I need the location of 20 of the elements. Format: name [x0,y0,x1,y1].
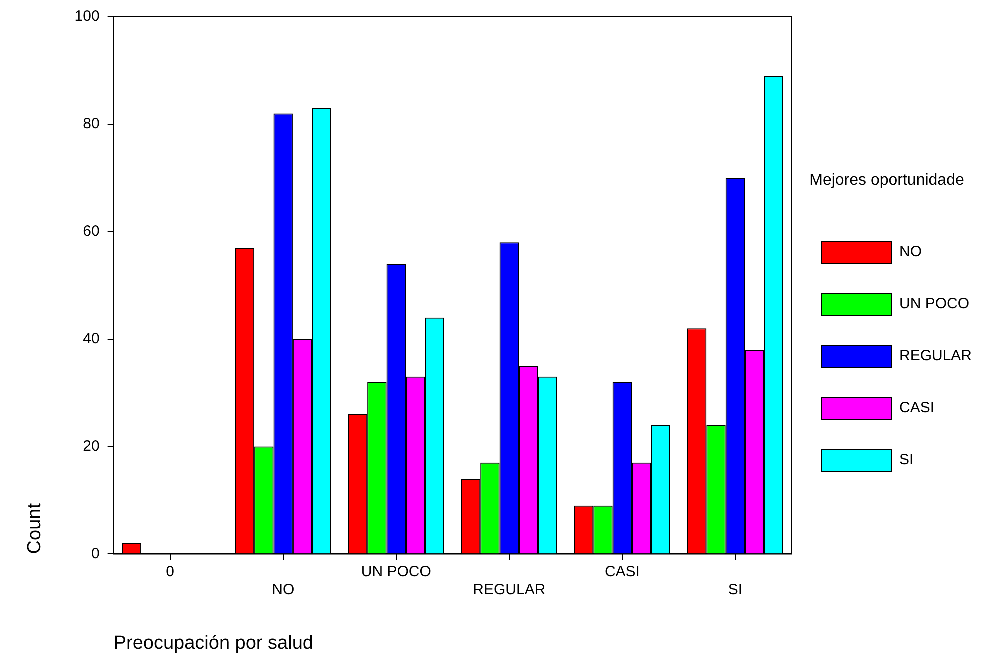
legend-label: UN POCO [899,296,970,313]
legend-label: NO [899,244,922,261]
y-tick-label: 40 [83,330,100,348]
legend-label: SI [899,452,914,469]
y-tick-label: 80 [83,116,100,133]
y-tick-label: 60 [83,223,100,240]
legend-label: REGULAR [899,348,972,365]
x-tick-label: 0 [166,563,175,580]
x-tick-label: SI [728,581,743,598]
x-tick-label: NO [272,581,295,598]
x-tick-label: UN POCO [361,563,432,580]
legend-title: Mejores oportunidade [810,172,964,189]
y-tick-label: 0 [91,545,100,562]
y-axis-title: Count [24,502,46,554]
x-tick-label: REGULAR [473,581,546,598]
y-tick-label: 20 [83,438,100,455]
x-axis-title: Preocupación por salud [114,632,314,654]
legend-label: CASI [899,400,934,417]
y-tick-label: 100 [74,8,100,26]
x-tick-label: CASI [604,563,640,580]
